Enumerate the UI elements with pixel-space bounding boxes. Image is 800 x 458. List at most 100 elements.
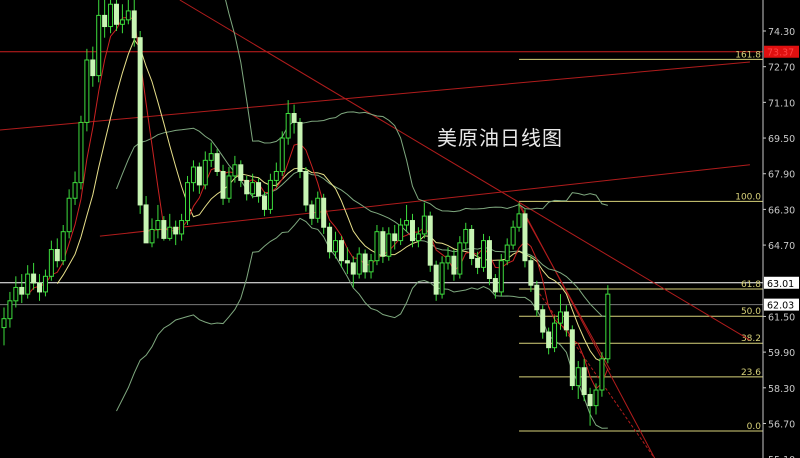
candle	[486, 236, 492, 286]
candle-body	[238, 164, 244, 181]
candle-body	[202, 159, 208, 186]
price-tick-label: 58.30	[768, 384, 795, 395]
candle-body	[267, 179, 273, 210]
candle-body	[78, 121, 84, 184]
candle	[303, 167, 309, 212]
candle	[108, 0, 114, 34]
candle	[119, 4, 125, 34]
candle-body	[427, 215, 433, 266]
candle	[327, 222, 333, 259]
candle-body	[214, 153, 220, 172]
candle-body	[498, 260, 504, 293]
price-tick-label: 72.70	[768, 63, 795, 74]
candle	[427, 211, 433, 272]
candle-body	[569, 329, 575, 387]
candle-body	[392, 233, 398, 242]
candle	[309, 200, 315, 226]
candle-body	[42, 275, 48, 293]
candle	[409, 213, 415, 248]
candle-body	[315, 197, 321, 219]
candle	[37, 274, 43, 301]
candle-body	[232, 164, 238, 177]
trendline	[536, 289, 655, 458]
candle-body	[540, 309, 546, 333]
candle-body	[350, 262, 356, 275]
candle	[13, 276, 19, 308]
candle-body	[338, 240, 344, 262]
chart-title: 美原油日线图	[437, 126, 563, 150]
candle-body	[25, 273, 31, 295]
candle-body	[1, 318, 7, 329]
candle	[256, 178, 262, 203]
candle-body	[72, 182, 78, 199]
candle-body	[398, 224, 404, 242]
candle	[261, 191, 267, 217]
candle-body	[256, 182, 262, 197]
candle	[368, 254, 374, 279]
price-tick-label: 71.10	[768, 98, 795, 109]
candle	[66, 189, 72, 239]
candle	[161, 216, 167, 241]
candle-body	[137, 37, 143, 206]
candle-body	[356, 253, 362, 275]
candle	[60, 225, 66, 266]
candle	[356, 247, 362, 279]
candle	[344, 247, 350, 275]
candle-body	[415, 233, 421, 242]
candle-body	[386, 233, 392, 257]
candle	[273, 162, 279, 188]
candle-body	[445, 255, 451, 264]
candle	[102, 0, 108, 38]
candle-body	[309, 204, 315, 219]
candle	[244, 175, 250, 201]
candle	[439, 256, 445, 299]
candle-body	[409, 220, 415, 242]
candle	[143, 196, 149, 244]
candle-body	[190, 166, 196, 184]
candle	[185, 175, 191, 226]
candle	[333, 231, 339, 259]
candle	[386, 227, 392, 261]
candle-body	[60, 231, 66, 262]
plot-area: 161.8 100.0 61.8 50.0 38.2 23.6 0.0	[0, 0, 763, 458]
candle	[42, 269, 48, 297]
candle	[457, 236, 463, 279]
price-tag	[764, 45, 799, 58]
candle	[469, 225, 475, 266]
trendline	[0, 61, 750, 131]
candle	[415, 227, 421, 248]
candle-body	[492, 278, 498, 293]
price-tag	[764, 276, 799, 289]
candle	[498, 254, 504, 297]
candle	[167, 213, 173, 241]
candle	[7, 291, 13, 328]
candle	[575, 361, 581, 399]
candle	[131, 0, 137, 47]
candle	[516, 202, 522, 232]
candle-body	[439, 262, 445, 295]
candle	[445, 247, 451, 270]
candle-body	[167, 226, 173, 239]
candle	[350, 256, 356, 288]
candle-body	[155, 220, 161, 230]
candle-body	[220, 170, 226, 199]
price-tick-label: 61.50	[768, 312, 795, 323]
candle	[569, 325, 575, 391]
price-tag-label: 63.01	[767, 279, 794, 290]
trendline	[179, 0, 751, 341]
candle	[421, 202, 427, 239]
candle-body	[344, 260, 350, 264]
candle	[250, 173, 256, 199]
candle-body	[208, 153, 214, 161]
candle	[285, 100, 291, 145]
candle-body	[516, 213, 522, 228]
candle	[78, 115, 84, 190]
candle	[96, 0, 102, 83]
candle	[475, 251, 481, 275]
candle-body	[321, 197, 327, 228]
candle	[534, 280, 540, 317]
candle-body	[279, 137, 285, 172]
candle	[504, 238, 510, 266]
candle	[1, 307, 7, 346]
